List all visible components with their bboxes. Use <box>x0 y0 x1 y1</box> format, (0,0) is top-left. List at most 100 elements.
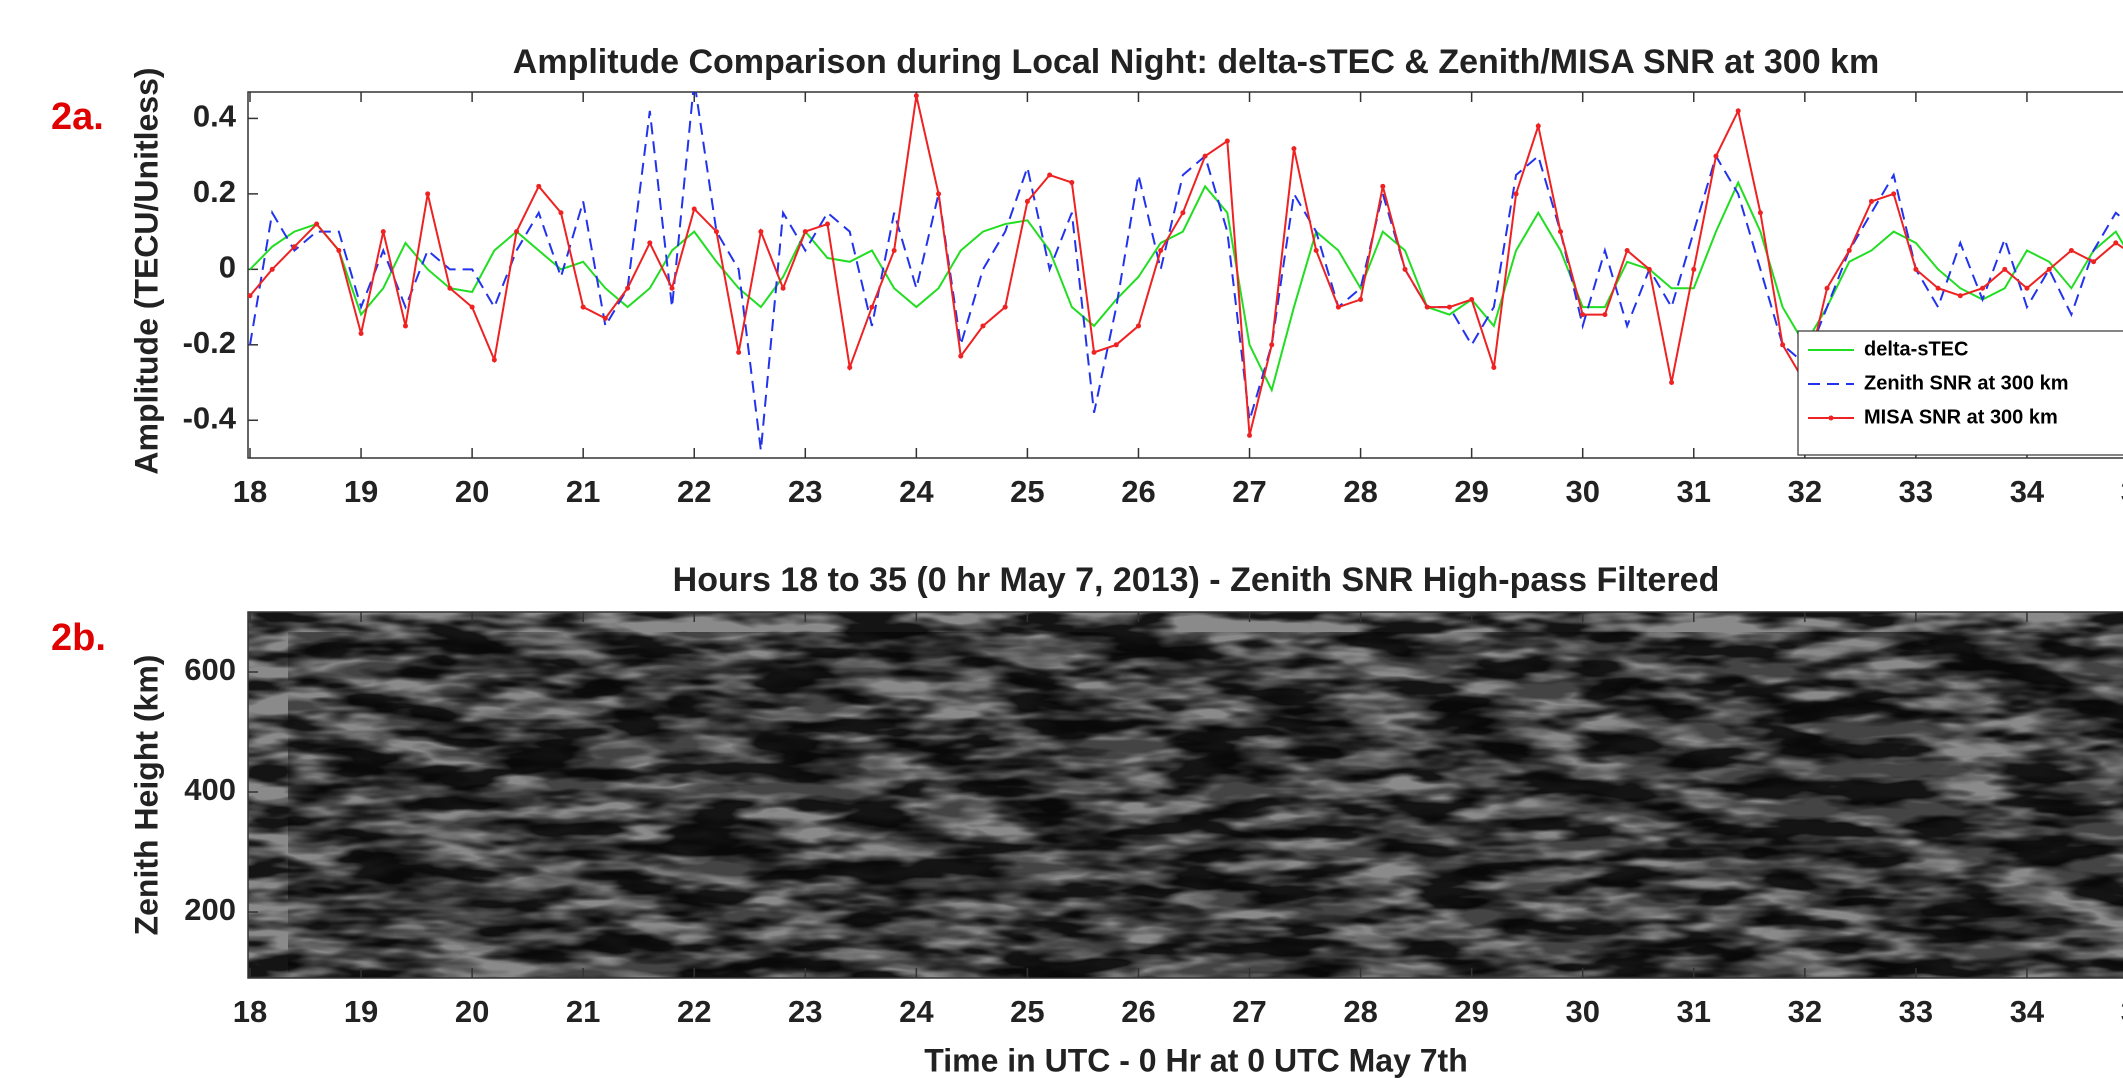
x-tick-label: 23 <box>788 474 822 509</box>
data-point <box>1913 266 1919 272</box>
data-point <box>1513 191 1519 197</box>
data-point <box>1713 153 1719 159</box>
axes-box <box>247 611 2123 979</box>
data-point <box>869 304 875 310</box>
data-point <box>402 323 408 329</box>
legend-label: MISA SNR at 300 km <box>1864 406 2058 428</box>
data-point <box>1757 210 1763 216</box>
data-point <box>780 285 786 291</box>
x-tick-label: 32 <box>1788 994 1822 1029</box>
plot-area <box>248 92 2123 451</box>
data-point <box>380 229 386 235</box>
legend-box <box>1797 330 2123 456</box>
data-point <box>1669 380 1675 386</box>
x-tick-label: 30 <box>1565 474 1599 509</box>
x-tick-label: 32 <box>1788 474 1822 509</box>
spectrogram-texture <box>288 632 2123 978</box>
x-tick-label: 22 <box>677 994 711 1029</box>
data-point <box>1358 297 1364 303</box>
data-point <box>1313 247 1319 253</box>
data-point <box>691 206 697 212</box>
data-point <box>1691 266 1697 272</box>
data-point <box>2046 266 2052 272</box>
x-tick-label: 19 <box>344 994 378 1029</box>
data-point <box>1402 266 1408 272</box>
data-point <box>1269 342 1275 348</box>
x-axis-label: Time in UTC - 0 Hr at 0 UTC May 7th <box>924 1042 1468 1078</box>
data-point <box>1780 342 1786 348</box>
data-point <box>602 315 608 321</box>
x-tick-label: 26 <box>1121 474 1155 509</box>
x-tick-label: 26 <box>1121 994 1155 1029</box>
data-point <box>1224 138 1230 144</box>
data-point <box>2002 266 2008 272</box>
data-point <box>1002 304 1008 310</box>
x-tick-label: 28 <box>1343 994 1377 1029</box>
data-point <box>1047 172 1053 178</box>
axes-box <box>247 91 2123 459</box>
x-tick-label: 18 <box>233 474 267 509</box>
data-point <box>2113 240 2119 246</box>
panel-label: 2b. <box>51 617 106 659</box>
data-point <box>1424 304 1430 310</box>
x-tick-label: 19 <box>344 474 378 509</box>
x-tick-label: 20 <box>455 474 489 509</box>
data-point <box>2024 285 2030 291</box>
data-point <box>1446 304 1452 310</box>
x-tick-label: 20 <box>455 994 489 1029</box>
data-point <box>758 229 764 235</box>
y-tick-label: 0.2 <box>193 174 236 209</box>
data-point <box>1980 285 1986 291</box>
data-point <box>1247 432 1253 438</box>
data-point <box>1891 191 1897 197</box>
data-point <box>558 210 564 216</box>
chart-title: Hours 18 to 35 (0 hr May 7, 2013) - Zeni… <box>673 561 1720 599</box>
data-point <box>736 349 742 355</box>
spectrogram <box>248 612 2123 978</box>
data-point <box>647 240 653 246</box>
x-tick-label: 29 <box>1454 994 1488 1029</box>
panel-label: 2a. <box>51 96 104 138</box>
data-point <box>358 330 364 336</box>
data-point <box>1180 210 1186 216</box>
data-point <box>1091 349 1097 355</box>
x-tick-label: 21 <box>566 474 600 509</box>
data-line <box>249 180 2123 393</box>
x-tick-label: 34 <box>2010 474 2045 509</box>
data-point <box>1113 342 1119 348</box>
data-point <box>469 304 475 310</box>
data-point <box>1202 153 1208 159</box>
legend-label: delta-sTEC <box>1864 338 1968 360</box>
x-tick-label: 33 <box>1899 474 1933 509</box>
data-point <box>847 364 853 370</box>
data-point <box>1868 198 1874 204</box>
y-axis-label: Amplitude (TECU/Unitless) <box>128 67 164 474</box>
data-point <box>536 183 542 189</box>
data-point <box>1380 183 1386 189</box>
x-tick-label: 27 <box>1232 474 1266 509</box>
data-point <box>625 285 631 291</box>
x-tick-label: 24 <box>899 994 934 1029</box>
x-tick-label: 29 <box>1454 474 1488 509</box>
data-point <box>1135 323 1141 329</box>
data-point <box>958 353 964 359</box>
data-point <box>825 221 831 227</box>
data-point <box>1735 108 1741 114</box>
x-tick-label: 21 <box>566 994 600 1029</box>
legend: delta-sTEC Zenith SNR at 300 km MISA SNR a… <box>1797 330 2123 456</box>
data-point <box>2068 247 2074 253</box>
data-point <box>336 247 342 253</box>
data-point <box>447 285 453 291</box>
data-point <box>1491 364 1497 370</box>
x-tick-label: 27 <box>1232 994 1266 1029</box>
x-tick-label: 34 <box>2010 994 2045 1029</box>
data-point <box>802 229 808 235</box>
chart-title: Amplitude Comparison during Local Night:… <box>513 43 1879 81</box>
data-point <box>1335 304 1341 310</box>
x-tick-label: 25 <box>1010 994 1044 1029</box>
data-point <box>291 244 297 250</box>
x-tick-label: 31 <box>1677 474 1711 509</box>
data-point <box>1535 123 1541 129</box>
x-tick-label: 24 <box>899 474 934 509</box>
